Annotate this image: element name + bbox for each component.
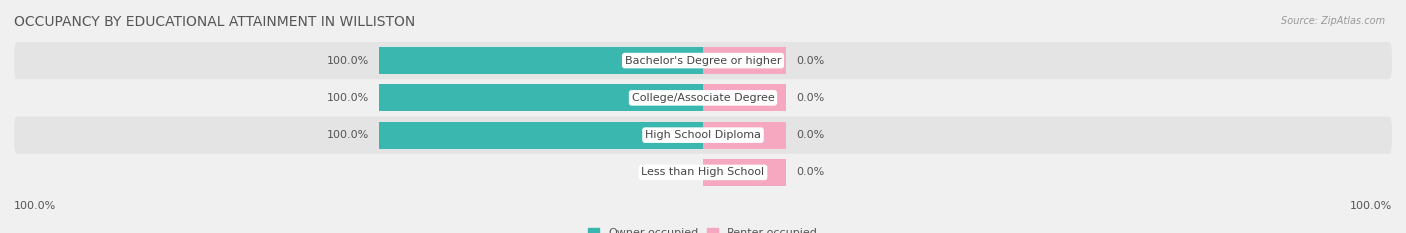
FancyBboxPatch shape <box>14 116 1392 154</box>
Bar <box>380 84 703 111</box>
Bar <box>380 47 703 74</box>
Text: 0.0%: 0.0% <box>665 168 693 177</box>
Bar <box>703 84 786 111</box>
Text: Source: ZipAtlas.com: Source: ZipAtlas.com <box>1281 16 1385 26</box>
Legend: Owner-occupied, Renter-occupied: Owner-occupied, Renter-occupied <box>583 223 823 233</box>
FancyBboxPatch shape <box>14 42 1392 79</box>
Text: OCCUPANCY BY EDUCATIONAL ATTAINMENT IN WILLISTON: OCCUPANCY BY EDUCATIONAL ATTAINMENT IN W… <box>14 15 415 29</box>
FancyBboxPatch shape <box>14 154 1392 191</box>
Text: 100.0%: 100.0% <box>1350 202 1392 212</box>
Text: 100.0%: 100.0% <box>326 93 368 103</box>
Bar <box>703 159 786 186</box>
Text: 100.0%: 100.0% <box>326 56 368 65</box>
Text: 0.0%: 0.0% <box>796 93 824 103</box>
FancyBboxPatch shape <box>14 79 1392 116</box>
Text: College/Associate Degree: College/Associate Degree <box>631 93 775 103</box>
Text: Bachelor's Degree or higher: Bachelor's Degree or higher <box>624 56 782 65</box>
Text: High School Diploma: High School Diploma <box>645 130 761 140</box>
Text: 0.0%: 0.0% <box>796 168 824 177</box>
Bar <box>380 122 703 149</box>
Bar <box>703 47 786 74</box>
Text: 100.0%: 100.0% <box>326 130 368 140</box>
Text: 0.0%: 0.0% <box>796 130 824 140</box>
Text: Less than High School: Less than High School <box>641 168 765 177</box>
Bar <box>703 122 786 149</box>
Text: 100.0%: 100.0% <box>14 202 56 212</box>
Text: 0.0%: 0.0% <box>796 56 824 65</box>
